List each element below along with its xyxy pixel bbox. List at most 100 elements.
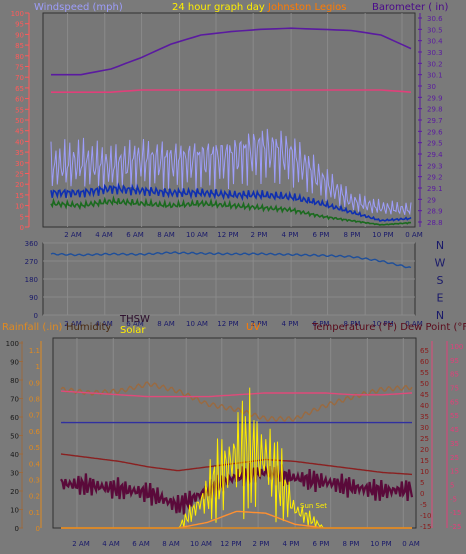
left-tick-label: 5: [20, 213, 24, 221]
rain-tick-label: 0.8: [29, 396, 40, 404]
right-tick-label: 30.1: [427, 72, 443, 80]
rain-tick-label: 1.1: [29, 347, 40, 355]
right-tick-label: 29.9: [427, 94, 443, 102]
humidity-tick-label: 10: [10, 507, 19, 515]
rain-tick-label: 0.9: [29, 379, 40, 387]
right-tick-label: 30.6: [427, 15, 443, 23]
right-tick-label: 29.1: [427, 185, 443, 193]
humidity-tick-label: 70: [10, 396, 19, 404]
compass-label: N: [436, 239, 444, 252]
right-tick-label: 29.8: [427, 106, 443, 114]
rain-tick-label: 1: [36, 363, 40, 371]
left-tick-label: 15: [15, 192, 24, 200]
left-tick-label: 20: [15, 181, 24, 189]
series-line: [50, 251, 412, 269]
rain-tick-label: 0.2: [29, 493, 40, 501]
thsw-tick-label: 75: [450, 385, 459, 393]
humidity-tick-label: 90: [10, 359, 19, 367]
temp-tick-label: -10: [420, 512, 431, 520]
x-tick-label: 10 PM: [370, 540, 391, 548]
right-tick-label: 30.5: [427, 26, 443, 34]
left-tick-label: 40: [15, 138, 24, 146]
humidity-tick-label: 40: [10, 451, 19, 459]
left-tick-label: 100: [11, 10, 24, 18]
temp-tick-label: 20: [420, 446, 429, 454]
left-tick-label: 70: [15, 74, 24, 82]
panel3-plot-bg: [52, 337, 417, 529]
compass-label: N: [436, 309, 444, 322]
right-tick-label: 29.3: [427, 162, 443, 170]
thsw-tick-label: -15: [450, 509, 461, 517]
right-tick-label: 30.4: [427, 38, 443, 46]
x-tick-label: 6 AM: [132, 540, 150, 548]
rain-tick-label: 0.4: [29, 460, 41, 468]
graph-day-label: 24 hour graph day: [172, 2, 265, 13]
x-tick-label: 2 AM: [72, 540, 90, 548]
panel1-right-axis: 28.8 28.9 29 29.1 29.2 29.3 29.4 29.5 29.6 29.7 29…: [418, 13, 443, 227]
temp-tick-label: 0: [420, 490, 424, 498]
x-tick-label: 4 PM: [283, 540, 300, 548]
temp-tick-label: 25: [420, 435, 429, 443]
series-line: [50, 195, 412, 226]
rain-tick-label: 0.6: [29, 428, 41, 436]
left-tick-label: 60: [15, 96, 24, 104]
right-tick-label: 30.2: [427, 60, 443, 68]
compass-label: E: [437, 292, 444, 305]
x-tick-label: 4 PM: [282, 231, 299, 239]
panel2-left-axis: 0 90 180 270 360: [25, 240, 415, 320]
x-tick-label: 4 AM: [102, 540, 120, 548]
temp-tick-label: 35: [420, 413, 429, 421]
temp-tick-label: 10: [420, 468, 429, 476]
x-tick-label: 10 AM: [186, 231, 208, 239]
x-tick-label: 8 AM: [157, 231, 175, 239]
thsw-tick-label: 5: [450, 481, 454, 489]
left-tick-label: 25: [15, 171, 24, 179]
x-tick-label: 8 PM: [344, 231, 361, 239]
rain-tick-label: 0: [36, 525, 40, 533]
left-tick-label: 75: [15, 64, 24, 72]
solar-label: Solar: [120, 325, 146, 336]
temp-tick-label: -5: [420, 501, 427, 509]
x-tick-label: 0 AM: [405, 231, 423, 239]
right-tick-label: 29.6: [427, 128, 443, 136]
right-tick-label: 28.8: [427, 219, 443, 227]
left-tick-label: 360: [25, 240, 38, 248]
x-tick-label: 2 AM: [64, 320, 82, 328]
left-tick-label: 0: [34, 312, 38, 320]
right-tick-label: 29.2: [427, 174, 443, 182]
compass-label: S: [437, 274, 444, 287]
temp-tick-label: 45: [420, 391, 429, 399]
humidity-tick-label: 60: [10, 414, 19, 422]
x-tick-label: 6 PM: [313, 540, 330, 548]
series-line: [51, 89, 412, 93]
x-tick-label: 2 PM: [251, 231, 268, 239]
uv-label: UV: [246, 322, 260, 333]
thsw-label: THSW: [119, 314, 150, 325]
left-tick-label: 85: [15, 42, 24, 50]
series-line: [51, 27, 412, 76]
temp-tick-label: 50: [420, 380, 429, 388]
x-tick-label: 4 AM: [95, 231, 113, 239]
series-line: [50, 128, 412, 216]
series-line: [60, 381, 413, 423]
panel3-right-axes: -15 -10 -5 0 5 10 15 20 25 30 35 40 45 50 55 60 65 -25 -15…: [420, 341, 463, 531]
left-tick-label: 30: [15, 160, 24, 168]
left-tick-label: 50: [15, 117, 24, 125]
left-tick-label: 55: [15, 106, 24, 114]
panel1-x-axis: 2 AM 4 AM 6 AM 8 AM 10 AM 12 PM 2 PM 4 PM 6 PM 8 …: [64, 231, 423, 239]
x-tick-label: 6 PM: [313, 320, 330, 328]
rain-tick-label: 0.3: [29, 476, 40, 484]
left-tick-label: 80: [15, 53, 24, 61]
thsw-tick-label: -5: [450, 495, 457, 503]
left-tick-label: 10: [15, 203, 24, 211]
x-tick-label: 6 AM: [126, 320, 144, 328]
thsw-tick-label: 85: [450, 371, 459, 379]
humidity-label: Humidity: [66, 322, 111, 333]
x-tick-label: 0 AM: [405, 320, 423, 328]
left-tick-label: 95: [15, 21, 24, 29]
x-tick-label: 2 PM: [251, 320, 268, 328]
x-tick-label: 2 PM: [253, 540, 270, 548]
series-line: [50, 182, 412, 222]
right-tick-label: 29: [427, 196, 436, 204]
panel2-x-axis: 2 AM 4 AM 6 AM 8 AM 10 AM 12 PM 2 PM 4 PM 6 PM 8 …: [64, 320, 423, 328]
